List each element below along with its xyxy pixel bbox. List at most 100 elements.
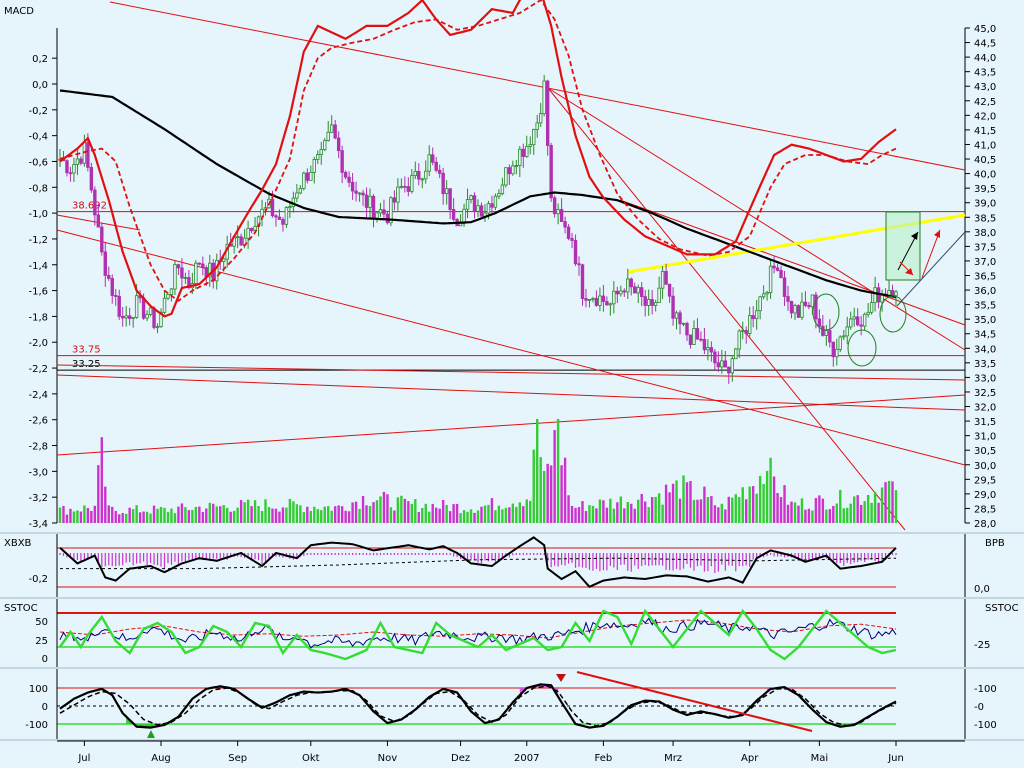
volume-bar	[246, 499, 250, 523]
candle-body	[354, 190, 358, 194]
volume-bar	[159, 506, 163, 523]
volume-bar	[441, 500, 445, 523]
oscillator-panel: 100 0 -100 -100 -0 -100	[25, 669, 997, 739]
trend-line	[56, 374, 966, 411]
candle-body	[100, 226, 104, 253]
candle-body	[803, 301, 808, 306]
candle-body	[633, 286, 637, 294]
volume-bar	[191, 509, 194, 523]
candle-body	[406, 186, 411, 192]
volume-bar	[511, 503, 515, 523]
candle-body	[298, 188, 303, 194]
candle-body	[319, 149, 323, 156]
candle-body	[681, 322, 686, 325]
candle-body	[357, 192, 362, 195]
volume-bar	[675, 480, 678, 523]
price-candles	[58, 74, 898, 384]
candle-body	[176, 264, 181, 269]
sstoc-panel-label-right: SSTOC	[985, 603, 1019, 614]
price-tick-label: 41,0	[974, 140, 996, 151]
candle-body	[835, 348, 839, 358]
candle-body	[284, 207, 289, 225]
candle-body	[309, 172, 313, 181]
volume-bar	[257, 506, 260, 523]
volume-bar	[692, 499, 696, 523]
volume-bar	[337, 505, 340, 523]
volume-bar	[243, 502, 246, 523]
price-tick-label: 39,0	[974, 199, 996, 210]
volume-bar	[267, 507, 271, 523]
volume-bar	[483, 505, 487, 523]
candle-body	[552, 197, 557, 215]
arrow-head	[934, 230, 940, 238]
volume-bar	[706, 497, 710, 523]
candle-body	[114, 295, 118, 297]
volume-bar	[699, 499, 703, 523]
volume-bar	[396, 497, 400, 523]
candle-body	[465, 199, 470, 210]
volume-bar	[72, 511, 76, 523]
volume-bar	[546, 463, 549, 523]
volume-bar	[149, 513, 152, 523]
candle-body	[734, 348, 738, 360]
candle-body	[162, 297, 167, 313]
price-tick-label: 34,0	[974, 344, 996, 355]
volume-bar	[800, 498, 804, 523]
volume-bar	[522, 506, 525, 523]
volume-bar	[194, 506, 198, 523]
volume-bar	[76, 510, 79, 523]
candle-body	[371, 195, 376, 219]
volume-bar	[107, 505, 110, 523]
volume-bar	[69, 508, 72, 523]
pattern-ellipse	[847, 329, 877, 367]
candle-body	[695, 328, 700, 340]
volume-bar	[375, 500, 379, 523]
bpb-tick-label: 0,0	[974, 584, 990, 595]
volume-bar	[316, 509, 319, 523]
volume-bar	[288, 498, 292, 523]
volume-bar	[131, 509, 135, 523]
volume-bar	[170, 508, 173, 523]
x-tick-label: Dez	[451, 753, 470, 764]
volume-bar	[640, 493, 643, 523]
macd-signal-line	[59, 0, 897, 303]
volume-bar	[779, 497, 783, 523]
volume-bar	[598, 499, 602, 523]
volume-bar	[124, 513, 128, 523]
price-tick-label: 29,5	[974, 475, 996, 486]
volume-bar	[208, 502, 211, 523]
candle-body	[441, 172, 445, 195]
candle-body	[490, 203, 494, 208]
trend-line	[56, 364, 966, 381]
price-tick-label: 43,0	[974, 82, 996, 93]
volume-bar	[891, 481, 894, 523]
macd-tick-label: -2,2	[28, 364, 48, 375]
candle-body	[340, 150, 344, 173]
price-tick-label: 39,5	[974, 184, 996, 195]
volume-bar	[86, 508, 90, 523]
x-tick-label: Okt	[302, 753, 320, 764]
volume-bar	[811, 510, 814, 523]
volume-bar	[145, 511, 149, 523]
price-tick-label: 42,5	[974, 97, 996, 108]
candle-body	[751, 315, 755, 320]
volume-bar	[232, 510, 236, 523]
candle-body	[873, 287, 877, 303]
candle-body	[361, 192, 365, 196]
candle-body	[427, 154, 431, 172]
candle-body	[601, 295, 606, 302]
candle-body	[573, 240, 578, 265]
sstoc-tick-label: 0	[42, 654, 48, 665]
candle-body	[713, 351, 717, 364]
volume-bar	[142, 511, 145, 523]
volume-bar	[239, 500, 243, 523]
volume-bar	[832, 505, 835, 523]
volume-bar	[379, 496, 382, 523]
candle-body	[375, 212, 379, 219]
candle-body	[727, 366, 731, 374]
volume-bar	[765, 471, 769, 523]
candle-body	[748, 315, 752, 334]
volume-bar	[382, 491, 386, 523]
